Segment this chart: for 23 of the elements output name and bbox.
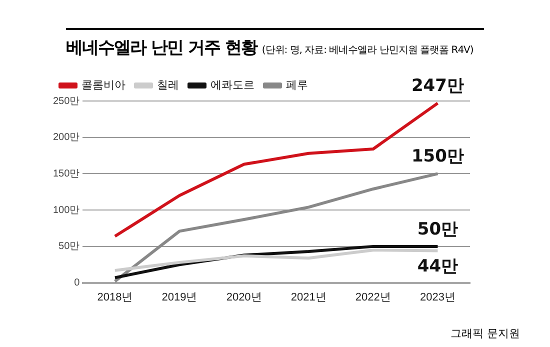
x-tick-label: 2019년 [162,291,198,304]
legend-label: 페루 [286,78,308,92]
y-tick-label: 0 [74,278,80,289]
legend-label: 칠레 [157,78,179,92]
y-tick-label: 200만 [52,132,80,144]
chart-subtitle: (단위: 명, 자료: 베네수엘라 난민지원 플랫폼 R4V) [262,45,474,56]
chart-title: 베네수엘라 난민 거주 현황 [66,38,257,58]
y-tick-label: 150만 [52,168,80,180]
y-tick-label: 250만 [52,96,80,107]
x-tick-label: 2023년 [420,291,456,304]
x-tick-label: 2020년 [226,291,262,304]
data-label: 44만 [417,256,458,277]
legend-label: 에콰도르 [210,78,254,92]
data-label: 150만 [411,146,464,167]
data-label: 50만 [417,219,458,240]
x-tick-label: 2018년 [97,291,133,304]
data-label: 247만 [411,76,464,96]
text: 그래픽 문지원 [450,326,520,341]
y-tick-label: 50만 [58,241,80,252]
y-tick-label: 100만 [52,204,80,216]
legend-label: 콜롬비아 [82,78,126,92]
x-tick-label: 2022년 [355,291,391,304]
x-tick-label: 2021년 [290,291,326,304]
